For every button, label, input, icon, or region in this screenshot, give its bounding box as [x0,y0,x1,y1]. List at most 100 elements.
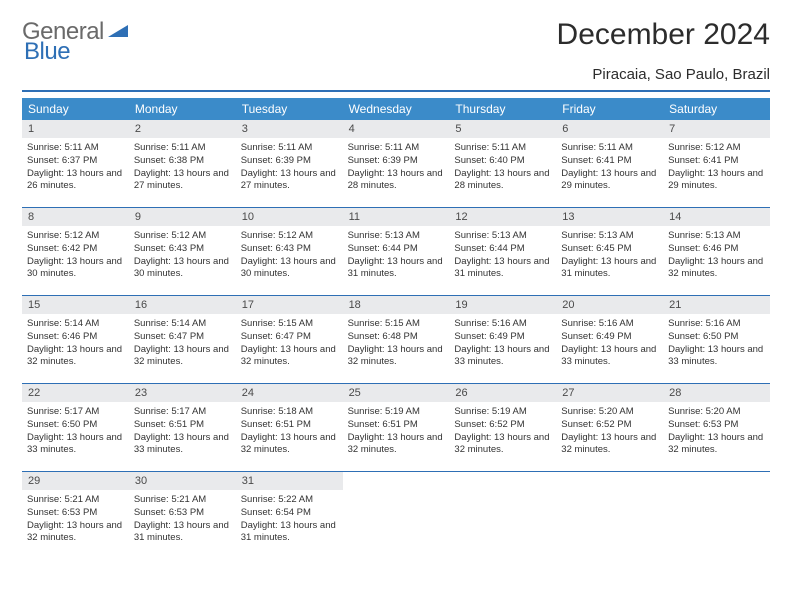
calendar-cell: 9Sunrise: 5:12 AMSunset: 6:43 PMDaylight… [129,208,236,296]
day-body: Sunrise: 5:17 AMSunset: 6:50 PMDaylight:… [22,402,129,463]
day-number: 31 [236,472,343,490]
calendar-cell: 25Sunrise: 5:19 AMSunset: 6:51 PMDayligh… [343,384,450,472]
day-number: 19 [449,296,556,314]
day-body: Sunrise: 5:11 AMSunset: 6:39 PMDaylight:… [343,138,450,199]
calendar-cell: 2Sunrise: 5:11 AMSunset: 6:38 PMDaylight… [129,120,236,208]
day-body: Sunrise: 5:15 AMSunset: 6:48 PMDaylight:… [343,314,450,375]
header: General December 2024 [22,18,770,54]
day-body: Sunrise: 5:11 AMSunset: 6:41 PMDaylight:… [556,138,663,199]
calendar-cell: 15Sunrise: 5:14 AMSunset: 6:46 PMDayligh… [22,296,129,384]
logo-triangle-icon [108,18,130,46]
day-body: Sunrise: 5:12 AMSunset: 6:43 PMDaylight:… [236,226,343,287]
weekday-header: Friday [556,98,663,120]
day-body: Sunrise: 5:12 AMSunset: 6:42 PMDaylight:… [22,226,129,287]
day-number: 26 [449,384,556,402]
weekday-header: Saturday [663,98,770,120]
day-body: Sunrise: 5:13 AMSunset: 6:45 PMDaylight:… [556,226,663,287]
weekday-header: Tuesday [236,98,343,120]
calendar-grid: SundayMondayTuesdayWednesdayThursdayFrid… [22,98,770,560]
location-row: Piracaia, Sao Paulo, Brazil [22,66,770,92]
day-number: 12 [449,208,556,226]
calendar-cell-empty [556,472,663,560]
calendar-cell: 3Sunrise: 5:11 AMSunset: 6:39 PMDaylight… [236,120,343,208]
day-body: Sunrise: 5:13 AMSunset: 6:44 PMDaylight:… [449,226,556,287]
calendar-cell: 5Sunrise: 5:11 AMSunset: 6:40 PMDaylight… [449,120,556,208]
day-body: Sunrise: 5:14 AMSunset: 6:47 PMDaylight:… [129,314,236,375]
calendar-cell: 18Sunrise: 5:15 AMSunset: 6:48 PMDayligh… [343,296,450,384]
calendar-cell: 11Sunrise: 5:13 AMSunset: 6:44 PMDayligh… [343,208,450,296]
calendar-cell: 26Sunrise: 5:19 AMSunset: 6:52 PMDayligh… [449,384,556,472]
title-block: December 2024 [557,18,770,54]
calendar-cell: 20Sunrise: 5:16 AMSunset: 6:49 PMDayligh… [556,296,663,384]
day-body: Sunrise: 5:13 AMSunset: 6:44 PMDaylight:… [343,226,450,287]
calendar-cell: 29Sunrise: 5:21 AMSunset: 6:53 PMDayligh… [22,472,129,560]
calendar-cell: 17Sunrise: 5:15 AMSunset: 6:47 PMDayligh… [236,296,343,384]
weekday-header: Wednesday [343,98,450,120]
location-text: Piracaia, Sao Paulo, Brazil [592,66,770,83]
day-body: Sunrise: 5:20 AMSunset: 6:53 PMDaylight:… [663,402,770,463]
calendar-cell-empty [449,472,556,560]
weekday-header: Sunday [22,98,129,120]
day-body: Sunrise: 5:16 AMSunset: 6:49 PMDaylight:… [449,314,556,375]
day-body: Sunrise: 5:16 AMSunset: 6:49 PMDaylight:… [556,314,663,375]
day-body: Sunrise: 5:12 AMSunset: 6:41 PMDaylight:… [663,138,770,199]
day-number: 13 [556,208,663,226]
calendar-cell: 22Sunrise: 5:17 AMSunset: 6:50 PMDayligh… [22,384,129,472]
day-number: 3 [236,120,343,138]
day-number: 6 [556,120,663,138]
calendar-cell: 23Sunrise: 5:17 AMSunset: 6:51 PMDayligh… [129,384,236,472]
day-number: 11 [343,208,450,226]
day-body: Sunrise: 5:11 AMSunset: 6:38 PMDaylight:… [129,138,236,199]
brand-part2: Blue [24,38,70,66]
weekday-header: Monday [129,98,236,120]
day-number: 20 [556,296,663,314]
day-number: 9 [129,208,236,226]
day-number: 21 [663,296,770,314]
day-number: 5 [449,120,556,138]
day-body: Sunrise: 5:15 AMSunset: 6:47 PMDaylight:… [236,314,343,375]
calendar-cell: 21Sunrise: 5:16 AMSunset: 6:50 PMDayligh… [663,296,770,384]
calendar-cell: 28Sunrise: 5:20 AMSunset: 6:53 PMDayligh… [663,384,770,472]
day-number: 27 [556,384,663,402]
day-number: 28 [663,384,770,402]
day-number: 17 [236,296,343,314]
day-number: 14 [663,208,770,226]
day-body: Sunrise: 5:19 AMSunset: 6:51 PMDaylight:… [343,402,450,463]
day-body: Sunrise: 5:16 AMSunset: 6:50 PMDaylight:… [663,314,770,375]
day-body: Sunrise: 5:11 AMSunset: 6:40 PMDaylight:… [449,138,556,199]
brand-logo-line2: Blue [22,38,70,66]
day-body: Sunrise: 5:21 AMSunset: 6:53 PMDaylight:… [129,490,236,551]
weekday-header: Thursday [449,98,556,120]
day-body: Sunrise: 5:21 AMSunset: 6:53 PMDaylight:… [22,490,129,551]
day-number: 10 [236,208,343,226]
day-number: 4 [343,120,450,138]
day-number: 15 [22,296,129,314]
calendar-cell: 13Sunrise: 5:13 AMSunset: 6:45 PMDayligh… [556,208,663,296]
day-number: 8 [22,208,129,226]
day-body: Sunrise: 5:13 AMSunset: 6:46 PMDaylight:… [663,226,770,287]
calendar-cell: 7Sunrise: 5:12 AMSunset: 6:41 PMDaylight… [663,120,770,208]
calendar-cell: 10Sunrise: 5:12 AMSunset: 6:43 PMDayligh… [236,208,343,296]
calendar-cell: 8Sunrise: 5:12 AMSunset: 6:42 PMDaylight… [22,208,129,296]
calendar-cell: 12Sunrise: 5:13 AMSunset: 6:44 PMDayligh… [449,208,556,296]
day-number: 16 [129,296,236,314]
day-number: 7 [663,120,770,138]
calendar-cell: 1Sunrise: 5:11 AMSunset: 6:37 PMDaylight… [22,120,129,208]
calendar-cell: 16Sunrise: 5:14 AMSunset: 6:47 PMDayligh… [129,296,236,384]
day-body: Sunrise: 5:22 AMSunset: 6:54 PMDaylight:… [236,490,343,551]
day-number: 23 [129,384,236,402]
day-number: 25 [343,384,450,402]
calendar-cell: 30Sunrise: 5:21 AMSunset: 6:53 PMDayligh… [129,472,236,560]
calendar-cell: 4Sunrise: 5:11 AMSunset: 6:39 PMDaylight… [343,120,450,208]
calendar-cell: 6Sunrise: 5:11 AMSunset: 6:41 PMDaylight… [556,120,663,208]
day-body: Sunrise: 5:18 AMSunset: 6:51 PMDaylight:… [236,402,343,463]
calendar-cell-empty [343,472,450,560]
day-body: Sunrise: 5:19 AMSunset: 6:52 PMDaylight:… [449,402,556,463]
day-body: Sunrise: 5:11 AMSunset: 6:39 PMDaylight:… [236,138,343,199]
day-body: Sunrise: 5:12 AMSunset: 6:43 PMDaylight:… [129,226,236,287]
calendar-cell: 24Sunrise: 5:18 AMSunset: 6:51 PMDayligh… [236,384,343,472]
day-body: Sunrise: 5:17 AMSunset: 6:51 PMDaylight:… [129,402,236,463]
calendar-cell-empty [663,472,770,560]
day-number: 29 [22,472,129,490]
day-body: Sunrise: 5:11 AMSunset: 6:37 PMDaylight:… [22,138,129,199]
